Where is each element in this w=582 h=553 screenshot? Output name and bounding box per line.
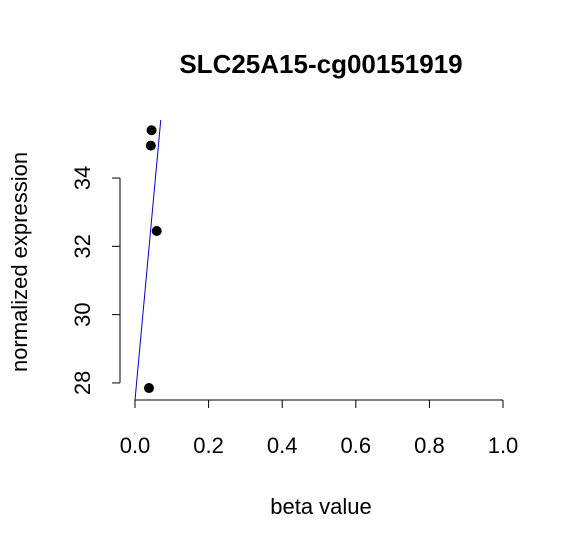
y-axis-label: normalized expression — [7, 152, 32, 372]
data-point — [146, 125, 157, 136]
x-tick-label: 0.8 — [414, 433, 445, 458]
x-tick-label: 0.0 — [120, 433, 151, 458]
data-point — [143, 383, 154, 394]
y-ticks: 28 30 32 34 — [70, 166, 120, 395]
fit-line — [134, 119, 162, 401]
y-tick-label: 30 — [70, 302, 95, 326]
y-tick-label: 32 — [70, 234, 95, 258]
plot-marks — [134, 119, 162, 401]
x-tick-label: 0.2 — [193, 433, 224, 458]
y-axis: 28 30 32 34 — [70, 166, 121, 395]
y-tick-label: 34 — [70, 166, 95, 190]
x-tick-label: 1.0 — [488, 433, 519, 458]
data-point — [151, 225, 162, 236]
y-tick-label: 28 — [70, 371, 95, 395]
x-tick-label: 0.4 — [267, 433, 298, 458]
x-tick-label: 0.6 — [341, 433, 372, 458]
x-ticks: 0.0 0.2 0.4 0.6 0.8 1.0 — [120, 400, 519, 458]
data-point — [145, 140, 156, 151]
chart-title: SLC25A15-cg00151919 — [179, 49, 462, 79]
x-axis: 0.0 0.2 0.4 0.6 0.8 1.0 — [120, 399, 519, 458]
x-axis-label: beta value — [270, 494, 372, 519]
